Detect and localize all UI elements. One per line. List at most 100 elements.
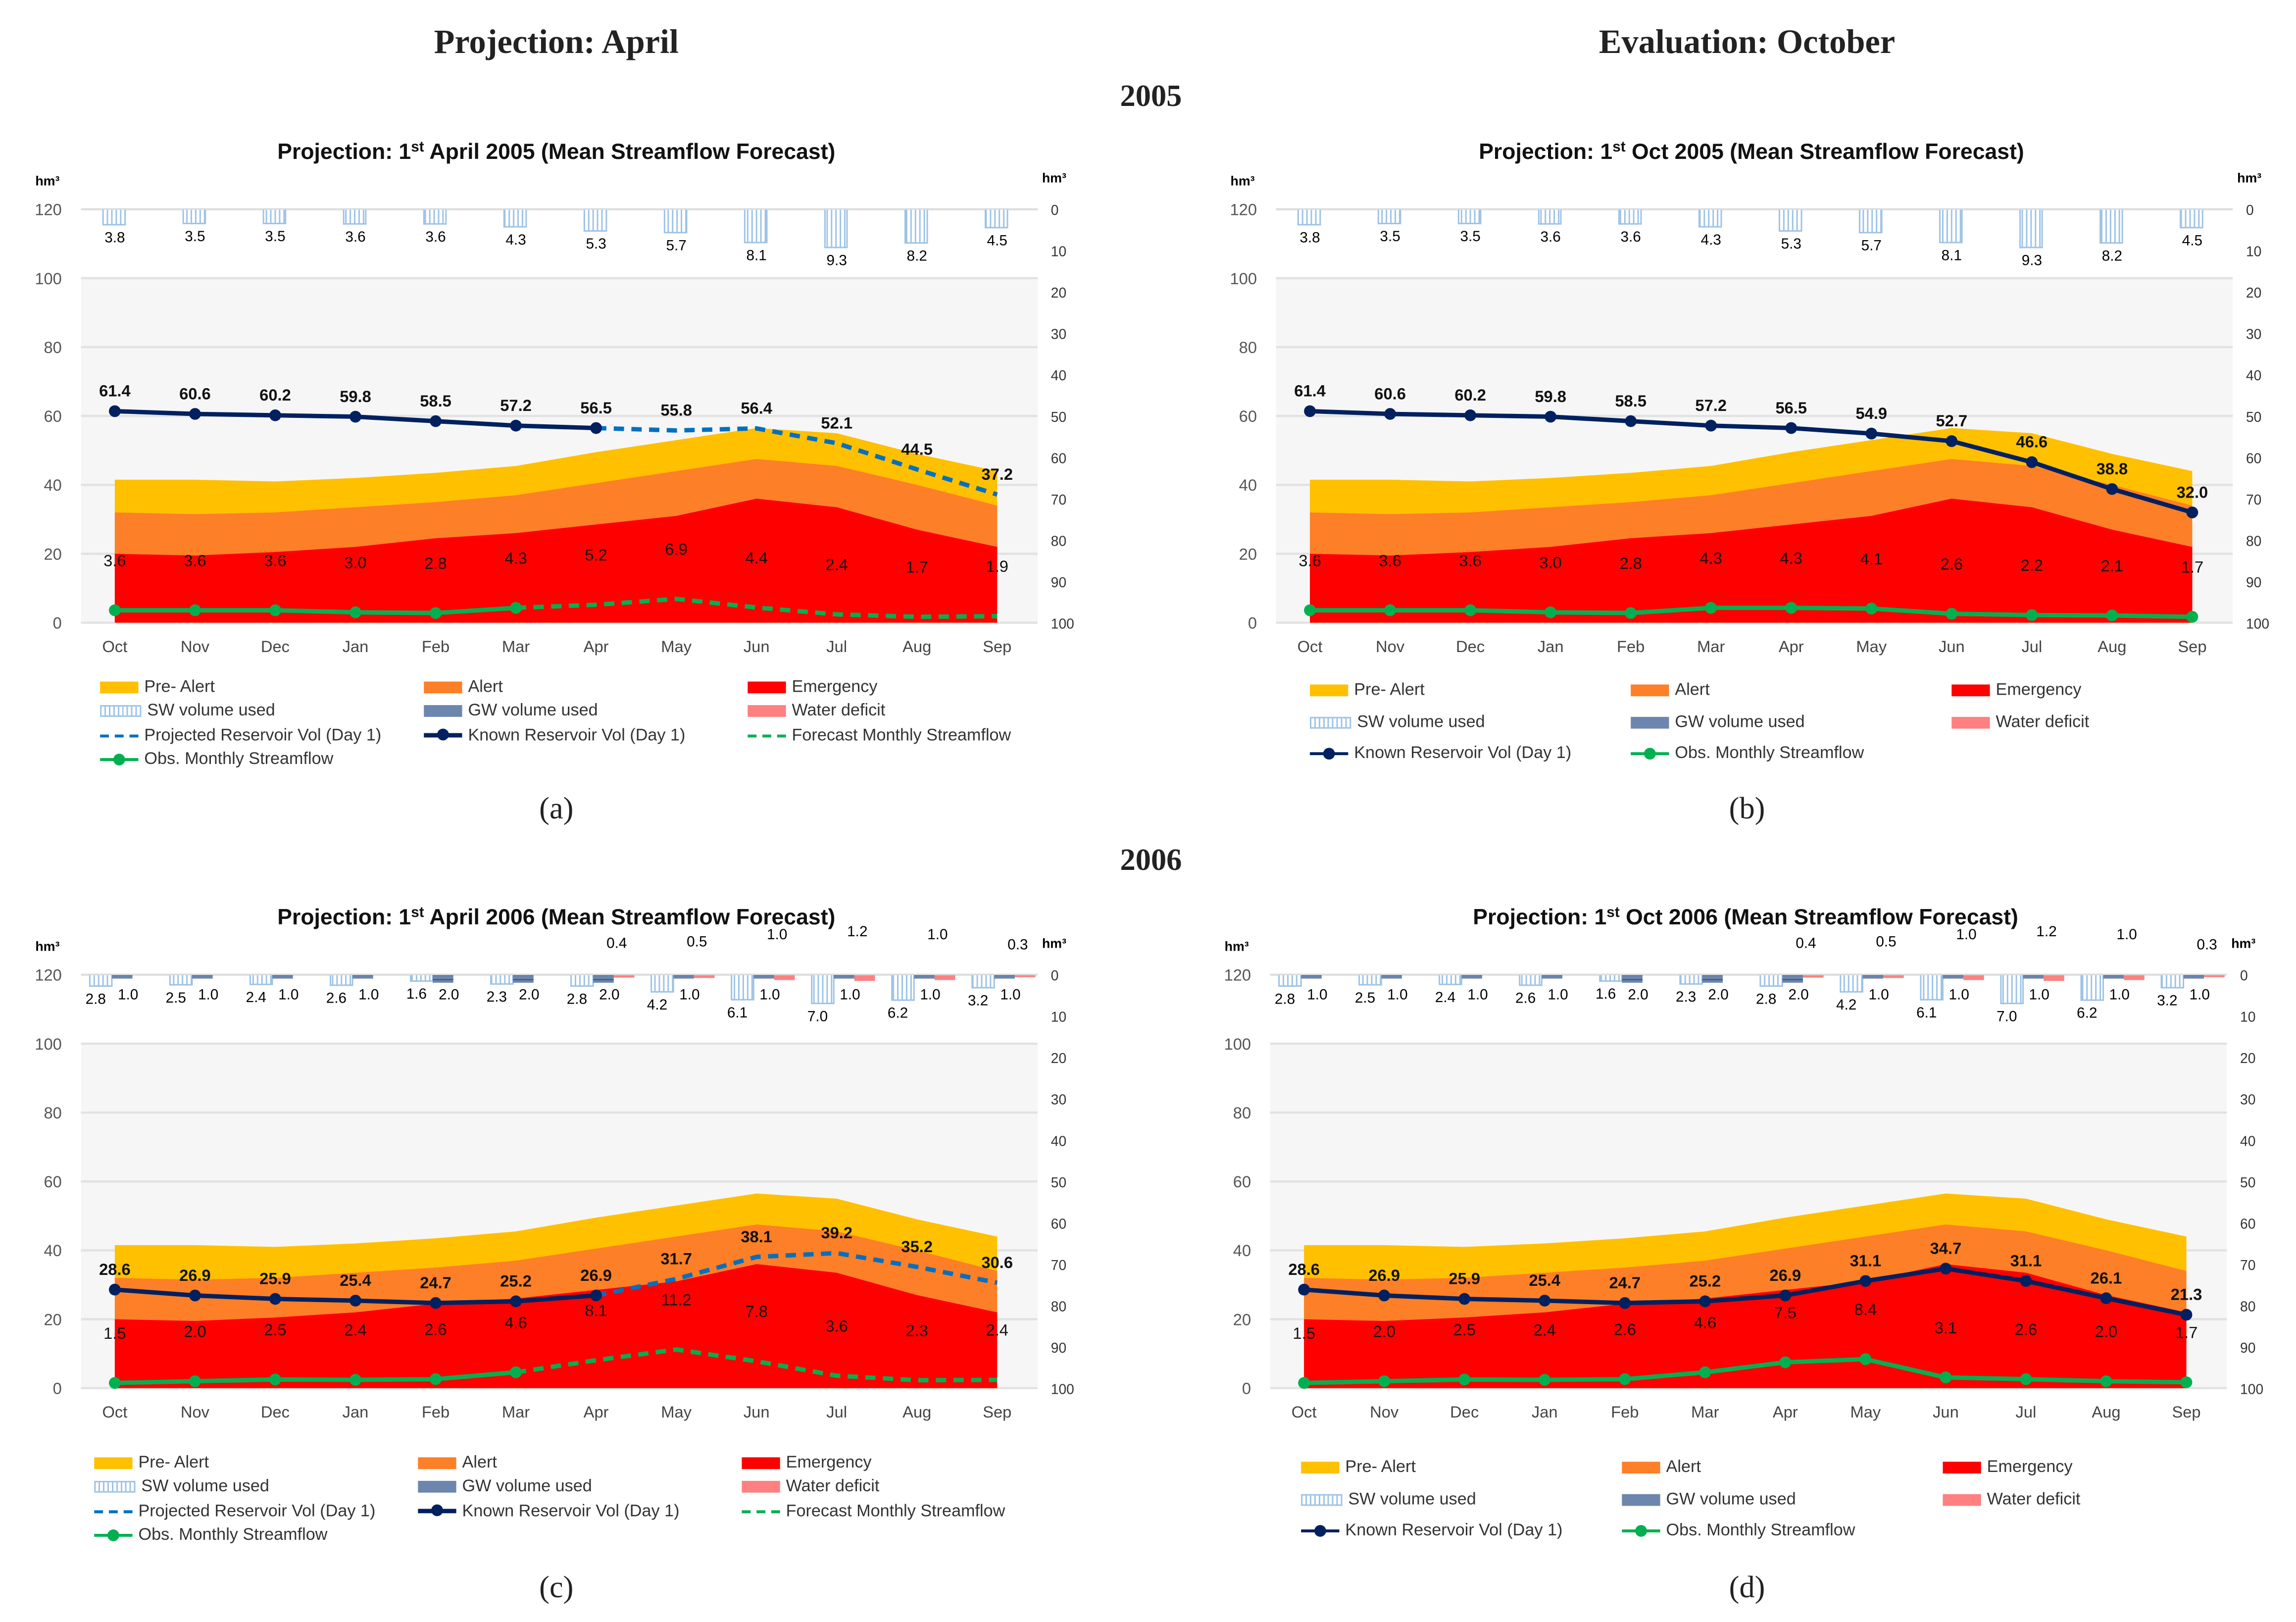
right-tick-label: 90 [1051, 574, 1066, 590]
water-deficit-label: 1.2 [2036, 923, 2056, 940]
sw-bar [1939, 208, 1963, 244]
legend-swatch-gw [418, 1481, 456, 1493]
forecast-streamflow-label: 3.6 [825, 1317, 848, 1335]
sw-bar-label: 2.6 [1515, 990, 1536, 1007]
obs-streamflow-label: 2.8 [1619, 554, 1642, 572]
known-reservoir-label: 28.6 [1288, 1260, 1320, 1278]
sw-bar-label: 8.1 [1942, 248, 1962, 264]
sw-bar [1377, 208, 1401, 224]
known-reservoir-point [109, 1283, 121, 1296]
legend-label: Water deficit [1987, 1490, 2081, 1508]
month-label: Feb [422, 637, 449, 656]
obs-streamflow-point [269, 1373, 281, 1386]
obs-streamflow-label: 2.6 [424, 1320, 447, 1338]
month-label: Jul [826, 637, 847, 656]
chart-a: Projection: 1st April 2005 (Mean Streamf… [35, 139, 1074, 656]
month-label: Feb [422, 1403, 449, 1421]
forecast-streamflow-line [515, 597, 998, 619]
month-label: Jul [826, 1403, 847, 1421]
known-reservoir-point [2186, 507, 2198, 518]
known-reservoir-point [1545, 410, 1557, 423]
obs-streamflow-label: 1.7 [2181, 558, 2203, 576]
legend-item-streamflow: Obs. Monthly Streamflow [100, 751, 333, 768]
legend-label: Emergency [1987, 1459, 2073, 1477]
legend-label: Pre- Alert [138, 1454, 209, 1472]
left-tick-label: 40 [44, 476, 62, 494]
gw-bar-label: 1.0 [2029, 987, 2049, 1003]
water-deficit-bar [774, 974, 795, 980]
sw-bar-label: 3.6 [425, 229, 446, 245]
obs-streamflow-label: 2.6 [1941, 555, 1963, 573]
left-tick-label: 40 [1239, 476, 1257, 494]
forecast-streamflow-label: 11.2 [661, 1291, 692, 1309]
month-label: Jun [744, 1403, 770, 1421]
month-label: Feb [1611, 1403, 1639, 1421]
legend-item-gw: GW volume used [1631, 713, 1805, 731]
legend-swatch-sw [94, 1481, 136, 1493]
right-tick-label: 0 [2246, 202, 2254, 218]
known-reservoir-point [2026, 456, 2038, 468]
left-tick-label: 20 [1233, 1310, 1251, 1328]
chart-title-part: April 2006 (Mean Streamflow Forecast) [424, 905, 836, 929]
gw-bar [753, 974, 774, 979]
right-tick-label: 70 [1051, 1257, 1066, 1273]
chart-d: Projection: 1st Oct 2006 (Mean Streamflo… [1224, 904, 2264, 1421]
gw-bar [513, 974, 534, 983]
legend-label: Projected Reservoir Vol (Day 1) [138, 1502, 376, 1521]
right-tick-label: 20 [1051, 1050, 1066, 1066]
obs-streamflow-label: 3.6 [1298, 551, 1321, 569]
month-label: Dec [261, 637, 290, 656]
left-tick-label: 60 [1239, 407, 1257, 425]
gw-bar-label: 1.0 [2109, 987, 2130, 1003]
obs-streamflow-point [1464, 604, 1477, 616]
sw-bar-label: 3.8 [104, 230, 125, 246]
legend-item-pre_alert: Pre- Alert [1310, 682, 1425, 699]
known-reservoir-point [349, 410, 361, 423]
sw-bar [410, 973, 434, 982]
month-label: Mar [502, 637, 530, 656]
known-reservoir-label: 60.2 [1454, 386, 1486, 404]
known-reservoir-label: 52.7 [1936, 411, 1968, 430]
obs-streamflow-label: 1.5 [103, 1324, 126, 1342]
left-axis-unit: hm³ [1231, 174, 1255, 189]
obs-streamflow-point [2020, 1373, 2032, 1385]
obs-streamflow-point [1865, 603, 1878, 614]
water-deficit-label: 1.0 [1956, 926, 1976, 943]
right-tick-label: 100 [1051, 1381, 1074, 1397]
legend-label: Projected Reservoir Vol (Day 1) [144, 726, 382, 745]
known-reservoir-label: 59.8 [1535, 387, 1566, 406]
right-tick-label: 30 [2240, 1092, 2255, 1108]
known-reservoir-point [1865, 427, 1878, 440]
obs-streamflow-label: 2.0 [2095, 1322, 2117, 1341]
known-reservoir-point [430, 1297, 442, 1309]
legend-swatch-pre_alert [1301, 1462, 1340, 1474]
sw-bar-label: 6.2 [2077, 1005, 2097, 1021]
legend-swatch-gw [1631, 716, 1669, 728]
obs-streamflow-label: 3.0 [344, 554, 366, 572]
legend-item-sw: SW volume used [94, 1478, 269, 1496]
obs-streamflow-label: 2.4 [344, 1321, 366, 1339]
sw-bar-label: 2.8 [1756, 991, 1776, 1007]
legend-label: Emergency [1996, 681, 2082, 700]
obs-streamflow-label: 3.6 [1459, 551, 1481, 569]
left-tick-label: 100 [1224, 1035, 1251, 1053]
obs-streamflow-point [1539, 1374, 1551, 1386]
legend-swatch-deficit [1943, 1493, 1981, 1505]
legend-item-pre_alert: Pre- Alert [94, 1454, 209, 1472]
right-tick-label: 30 [1051, 326, 1066, 342]
legend-item-known_res: Known Reservoir Vol (Day 1) [418, 1502, 680, 1520]
water-deficit-label: 0.5 [1876, 934, 1896, 950]
legend-item-proj_res: Projected Reservoir Vol (Day 1) [94, 1502, 375, 1520]
legend-label: SW volume used [1357, 713, 1485, 731]
legend-swatch-pre_alert [100, 681, 139, 694]
legend-item-deficit: Water deficit [748, 703, 885, 720]
known-reservoir-label: 31.1 [2010, 1252, 2042, 1270]
legend-swatch-deficit [1951, 716, 1990, 728]
known-reservoir-label: 25.2 [500, 1272, 532, 1290]
gw-bar-label: 1.0 [1467, 987, 1488, 1003]
gw-bar-label: 2.0 [439, 987, 459, 1003]
sw-bar [570, 973, 594, 987]
right-tick-label: 50 [2246, 409, 2261, 425]
legend-label: GW volume used [1675, 713, 1805, 731]
obs-streamflow-point [2026, 609, 2038, 621]
